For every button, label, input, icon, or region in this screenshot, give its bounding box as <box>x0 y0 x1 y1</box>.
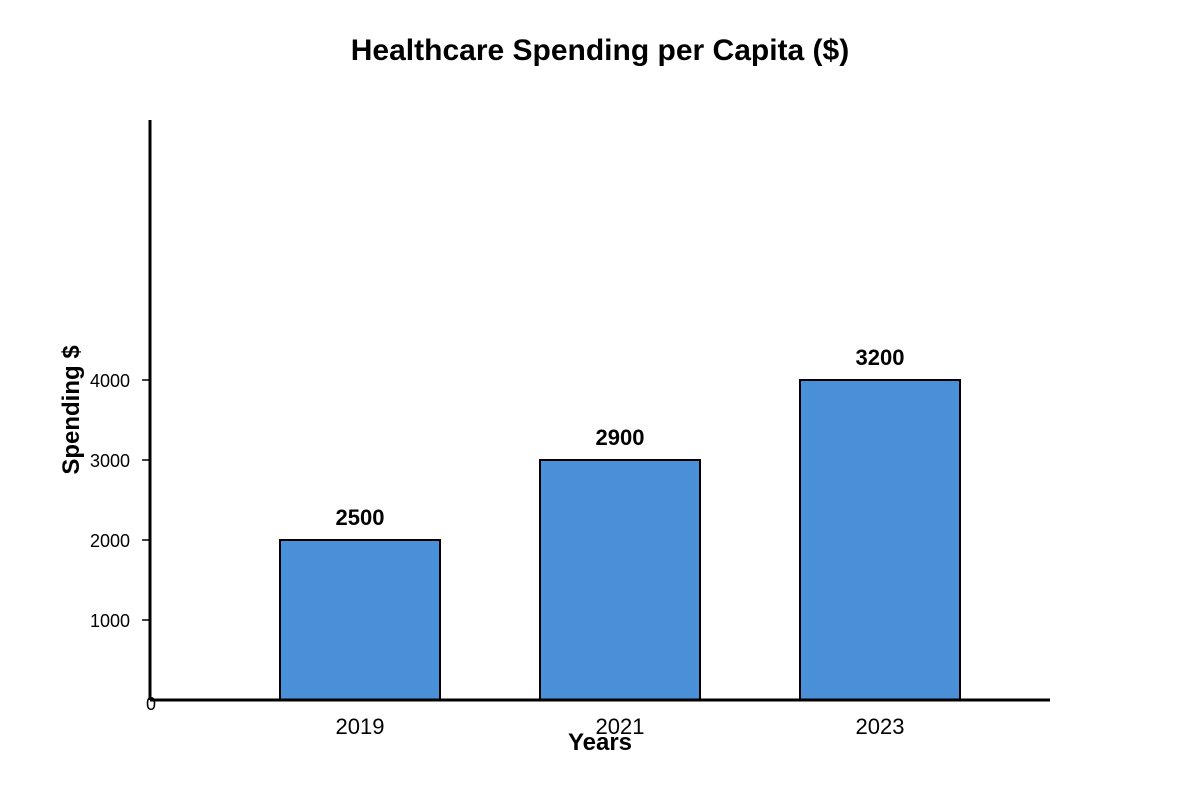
y-tick-label: 4000 <box>90 371 130 391</box>
x-tick-label-2021: 2021 <box>596 714 645 739</box>
bar-2021 <box>539 459 701 701</box>
y-tick-label: 1000 <box>90 611 130 631</box>
x-tick-label-2023: 2023 <box>856 714 905 739</box>
data-label-2023: 3200 <box>856 345 905 370</box>
data-label-2021: 2900 <box>596 425 645 450</box>
y-axis-title: Spending $ <box>58 345 85 475</box>
y-axis-ticks: 0 1000 2000 3000 4000 <box>90 371 156 714</box>
bar-2019 <box>279 539 441 701</box>
x-axis-ticks: 2019 2021 2023 <box>336 714 905 739</box>
chart-title: Healthcare Spending per Capita ($) <box>351 34 849 67</box>
y-tick-label: 3000 <box>90 451 130 471</box>
x-axis-title: Years <box>568 729 632 756</box>
y-tick-label: 0 <box>146 694 156 714</box>
data-label-2019: 2500 <box>336 505 385 530</box>
bar-2023 <box>799 379 961 701</box>
x-tick-label-2019: 2019 <box>336 714 385 739</box>
y-tick-label: 2000 <box>90 531 130 551</box>
bars: 2500 2900 3200 <box>279 345 961 701</box>
